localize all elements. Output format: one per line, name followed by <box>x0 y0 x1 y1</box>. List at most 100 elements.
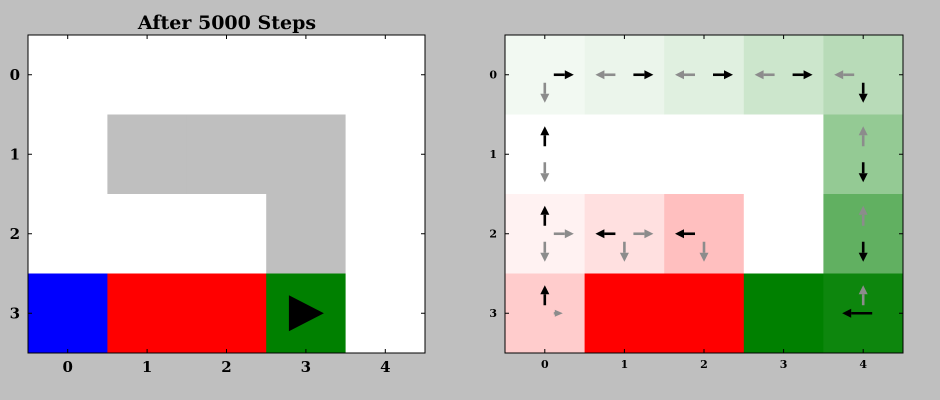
grid-cell-cliff <box>186 273 267 354</box>
arrow-head <box>540 126 550 136</box>
policy-arrow-up <box>858 205 868 226</box>
policy-arrow-up <box>540 205 550 226</box>
arrow-head <box>858 252 868 262</box>
arrow-head <box>803 70 813 80</box>
arrow-head <box>675 70 684 80</box>
arrow-head <box>842 308 852 318</box>
x-tick-label: 3 <box>301 358 311 376</box>
right-axis-ticks: 0 1 2 3 4 0 1 2 3 <box>489 35 903 371</box>
arrow-head <box>564 229 574 239</box>
value-cell <box>584 273 665 354</box>
grid-cell-open <box>28 35 108 115</box>
policy-arrow-down <box>540 241 550 262</box>
policy-arrow-down <box>858 162 868 183</box>
policy-arrow-down <box>540 162 550 183</box>
policy-arrow-right <box>633 229 654 239</box>
x-tick-label: 1 <box>621 358 629 371</box>
policy-arrow-down <box>619 241 629 262</box>
arrow-head <box>834 70 844 80</box>
value-cell <box>664 273 745 354</box>
grid-cell-open <box>345 273 426 354</box>
arrow-head <box>540 252 550 262</box>
arrow-head <box>858 126 868 136</box>
arrow-head <box>724 70 733 80</box>
x-tick-label: 1 <box>142 358 152 376</box>
x-tick-label: 2 <box>700 358 708 371</box>
grid-cell-wall <box>186 114 267 195</box>
x-tick-label: 4 <box>859 358 867 371</box>
value-cell <box>505 114 586 195</box>
grid-cell-open <box>345 114 426 195</box>
arrow-head <box>564 70 574 80</box>
grid-cell-open <box>186 194 267 274</box>
policy-arrow-right <box>713 70 733 80</box>
policy-arrow-left <box>675 229 695 239</box>
grid-cell-open <box>28 194 108 274</box>
y-tick-label: 3 <box>10 305 20 323</box>
gridworld-cells <box>28 35 426 354</box>
value-heatmap-cells <box>505 35 904 354</box>
grid-cell-open <box>266 35 347 115</box>
y-tick-label: 2 <box>489 228 497 241</box>
grid-cell-open <box>345 35 426 115</box>
policy-arrow-down <box>699 241 709 262</box>
policy-arrow-up <box>540 285 550 306</box>
policy-arrow-right <box>553 70 574 80</box>
arrow-head <box>540 205 550 215</box>
right-panel: 0 1 2 3 4 0 1 2 3 <box>489 34 904 371</box>
x-tick-label: 0 <box>62 358 72 376</box>
value-cell <box>823 114 904 195</box>
agent-marker-layer <box>288 295 324 332</box>
x-tick-label: 0 <box>541 358 549 371</box>
policy-arrow-up <box>540 126 550 147</box>
arrow-head <box>540 285 550 295</box>
x-tick-label: 2 <box>221 358 231 376</box>
grid-cell-cliff <box>107 273 188 354</box>
grid-cell-wall <box>107 114 188 195</box>
grid-cell-open <box>345 194 426 274</box>
agent-marker <box>288 295 324 332</box>
policy-arrow-left <box>754 70 775 80</box>
arrow-head <box>858 93 868 103</box>
arrow-head <box>644 229 654 239</box>
grid-cell-open <box>107 194 188 274</box>
value-cell <box>505 273 586 354</box>
arrow-head <box>858 285 868 295</box>
grid-cell-open <box>107 35 188 115</box>
arrow-head <box>675 229 684 239</box>
left-axis-ticks: 0 1 2 3 4 0 1 2 3 <box>10 35 425 376</box>
policy-arrow-up <box>858 126 868 147</box>
value-cell <box>743 114 824 195</box>
arrow-head <box>554 309 563 317</box>
policy-arrow-left <box>675 70 695 80</box>
arrow-head <box>858 205 868 215</box>
value-cell <box>664 114 745 195</box>
policy-arrow-down <box>858 82 868 103</box>
arrow-head <box>858 173 868 183</box>
grid-cell-start <box>28 273 108 354</box>
left-panel: After 5000 Steps 0 1 2 3 4 0 1 2 3 <box>10 12 426 376</box>
policy-arrows <box>540 70 873 318</box>
grid-cell-wall <box>266 114 347 195</box>
policy-arrow-left <box>834 70 855 80</box>
y-tick-label: 3 <box>489 307 497 320</box>
y-tick-label: 0 <box>489 69 497 82</box>
arrow-head <box>540 173 550 183</box>
arrow-head <box>540 93 550 103</box>
policy-arrow-up <box>858 285 868 306</box>
x-tick-label: 3 <box>780 358 788 371</box>
value-cell <box>743 273 824 354</box>
y-tick-label: 1 <box>489 148 497 161</box>
grid-cell-open <box>28 114 108 195</box>
arrow-head <box>619 252 629 262</box>
x-tick-label: 4 <box>380 358 390 376</box>
y-tick-label: 2 <box>10 225 20 243</box>
policy-arrow-down <box>540 82 550 103</box>
grid-cell-open <box>186 35 267 115</box>
arrow-head <box>699 252 709 262</box>
arrow-head <box>595 229 605 239</box>
policy-arrow-right <box>633 70 654 80</box>
policy-arrow-right <box>792 70 813 80</box>
grid-cell-wall <box>266 194 347 274</box>
